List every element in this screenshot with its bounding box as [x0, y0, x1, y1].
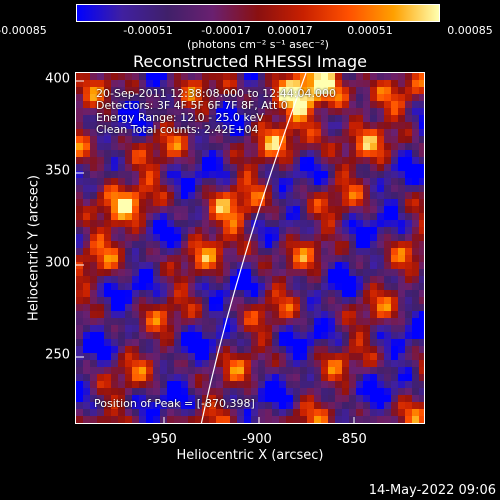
- x-tick-label: -850: [337, 432, 367, 447]
- colorbar-tick: -0.00017: [201, 24, 251, 37]
- x-tick-label: -900: [242, 432, 272, 447]
- y-tick-label: 250: [45, 347, 70, 363]
- info-peak: Position of Peak = [-870,398]: [94, 397, 255, 410]
- info-detectors: Detectors: 3F 4F 5F 6F 7F 8F, Att 0: [96, 99, 288, 112]
- y-tick-label: 400: [45, 71, 70, 87]
- solar-limb-line: [200, 73, 307, 423]
- y-tick-label: 350: [45, 163, 70, 179]
- x-tick-label: -950: [147, 432, 177, 447]
- plot-title: Reconstructed RHESSI Image: [133, 52, 367, 71]
- colorbar-tick: -0.00085: [0, 24, 47, 37]
- info-clean: Clean Total counts: 2.42E+04: [96, 123, 259, 136]
- colorbar-tick: -0.00051: [123, 24, 173, 37]
- colorbar-tick: 0.00085: [447, 24, 493, 37]
- info-time-range: 20-Sep-2011 12:38:08.000 to 12:44:04.000: [96, 87, 336, 100]
- y-tick-label: 300: [45, 255, 70, 271]
- image-plot: [75, 72, 425, 424]
- x-axis-title: Heliocentric X (arcsec): [176, 448, 324, 463]
- colorbar: [76, 4, 440, 22]
- colorbar-tick: 0.00051: [347, 24, 393, 37]
- colorbar-tick: 0.00017: [267, 24, 313, 37]
- y-axis-title: Heliocentric Y (arcsec): [26, 175, 42, 321]
- info-energy: Energy Range: 12.0 - 25.0 keV: [96, 111, 264, 124]
- heatmap: [76, 73, 424, 423]
- colorbar-units: (photons cm⁻² s⁻¹ asec⁻²): [187, 38, 329, 51]
- plot-date: 14-May-2022 09:06: [368, 483, 496, 498]
